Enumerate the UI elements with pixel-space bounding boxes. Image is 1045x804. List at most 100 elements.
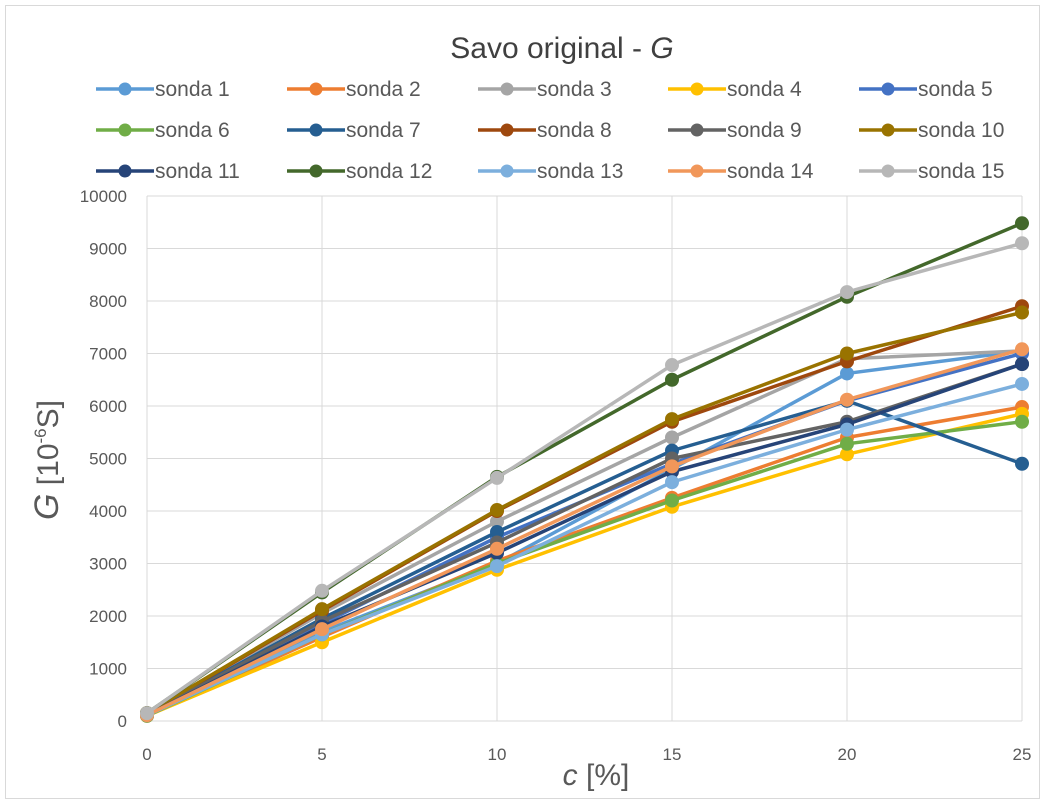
y-tick-label: 7000 [89,345,127,364]
legend-item: sonda 14 [668,160,814,183]
series-line [146,349,1023,715]
y-tick-label: 5000 [89,450,127,469]
legend-label: sonda 9 [727,119,802,142]
x-axis-title-text: [%] [578,759,630,792]
data-point [490,559,504,574]
data-point [665,475,679,490]
legend-label: sonda 2 [346,78,421,101]
legend-label: sonda 7 [346,119,421,142]
series-line [146,362,1023,716]
data-point [665,412,679,427]
legend-item: sonda 6 [96,119,230,142]
data-point [1015,357,1029,371]
legend-label: sonda 11 [155,160,240,183]
series-15 [140,236,1029,721]
legend-item: sonda 5 [859,78,993,101]
chart-title-italic: G [650,32,673,65]
legend-label: sonda 15 [918,160,1004,183]
series-13 [140,376,1029,723]
y-tick-label: 4000 [89,502,127,521]
data-point [1015,376,1029,391]
y-tick-label: 3000 [89,555,127,574]
legend-label: sonda 4 [727,78,802,101]
data-point [840,366,854,381]
series-line [146,347,1023,717]
legend-item: sonda 3 [478,78,612,101]
data-point [840,392,854,407]
data-point [1015,342,1029,357]
legend-marker [500,123,514,137]
series-5 [140,346,1029,722]
series-line [146,399,1023,716]
data-point [665,372,679,387]
legend-marker [881,164,895,178]
series-line [146,349,1023,718]
legend-marker [309,164,323,178]
data-point [840,285,854,300]
x-axis-title: c [%] [563,759,630,792]
legend-marker [309,123,323,137]
y-axis-ticks: 0 1000 2000 3000 4000 5000 6000 7000 8000 9000 100… [80,187,127,731]
y-axis-title-sup: -6 [31,428,50,443]
x-axis-ticks: 0 5 10 15 20 25 [142,745,1031,764]
x-tick-label: 0 [142,745,151,764]
series-line [145,241,1023,715]
legend-marker [690,164,704,178]
data-point [140,706,154,721]
legend-label: sonda 10 [918,119,1004,142]
legend-item: sonda 12 [287,160,432,183]
series-4 [140,406,1029,723]
x-tick-label: 10 [488,745,507,764]
series-group [140,216,1029,723]
legend-label: sonda 5 [918,78,993,101]
legend-label: sonda 14 [727,160,814,183]
x-tick-label: 25 [1013,745,1032,764]
chart-frame [5,5,1040,799]
y-axis-title-open: [10 [32,443,65,493]
legend: sonda 1 sonda 2 sonda 3 sonda 4 sonda 5 sonda… [96,78,1004,183]
data-point [840,422,854,437]
legend-item: sonda 13 [478,160,623,183]
y-axis-title: G [10-6S] [28,400,66,520]
series-line [146,405,1023,718]
legend-marker [690,82,704,96]
legend-marker [118,123,132,137]
series-2 [140,400,1029,723]
data-point [665,459,679,474]
legend-marker [309,82,323,96]
data-point [665,358,679,373]
y-tick-label: 9000 [89,240,127,259]
y-axis-title-italic: G [28,494,66,520]
data-point [315,602,329,617]
y-tick-label: 10000 [80,187,127,206]
y-tick-label: 6000 [89,397,127,416]
data-point [315,583,329,598]
series-6 [140,414,1029,723]
chart-title-text: Savo original - [450,32,650,65]
legend-marker [500,82,514,96]
legend-marker [881,123,895,137]
legend-label: sonda 8 [537,119,612,142]
data-point [490,502,504,517]
legend-label: sonda 3 [537,78,612,101]
series-line [146,382,1023,717]
chart-title: Savo original - G [450,32,673,65]
x-tick-label: 15 [663,745,682,764]
series-line [146,310,1023,715]
data-point [1015,414,1029,429]
legend-label: sonda 6 [155,119,230,142]
data-point [1015,216,1029,231]
gridlines [146,195,1023,722]
data-point [1015,236,1029,251]
data-point [665,430,679,445]
y-axis-title-close: S] [32,400,65,428]
legend-item: sonda 9 [668,119,802,142]
data-point [1015,305,1029,320]
legend-item: sonda 1 [96,78,230,101]
legend-label: sonda 13 [537,160,623,183]
legend-marker [881,82,895,96]
series-line [146,362,1023,717]
legend-marker [118,164,132,178]
legend-marker [690,123,704,137]
